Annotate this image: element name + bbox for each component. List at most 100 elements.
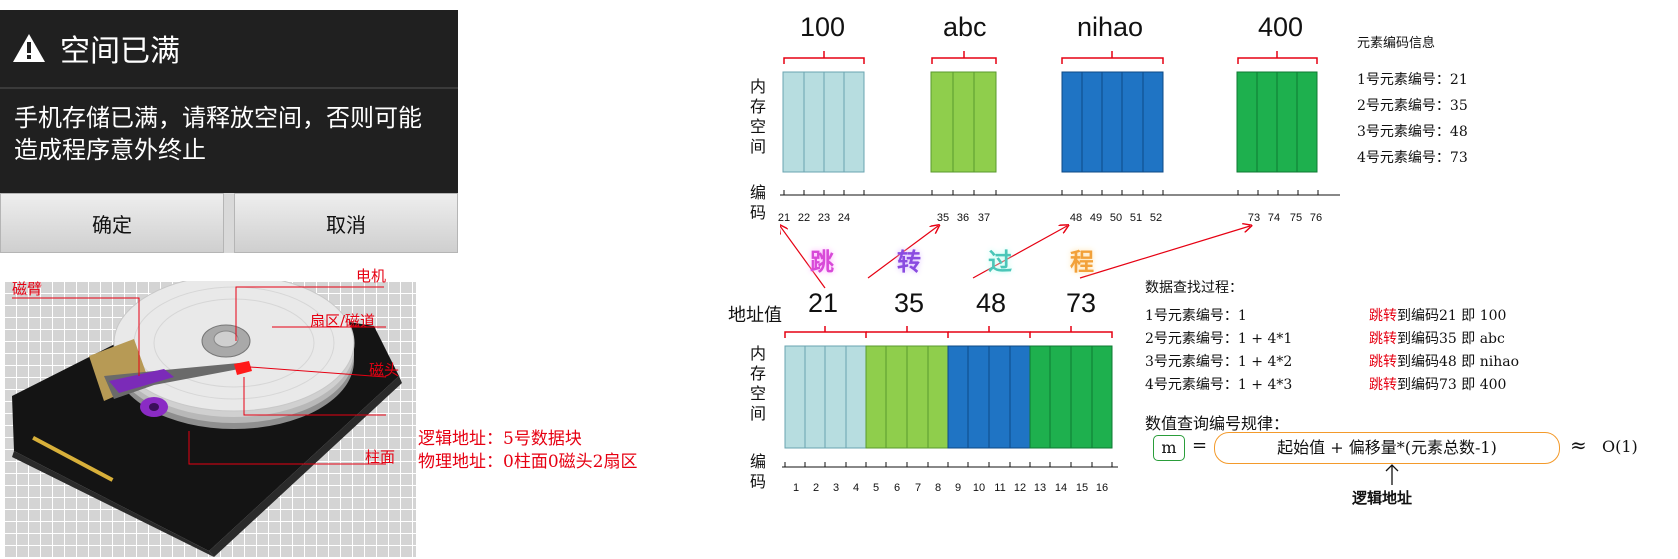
formula-m-box: m xyxy=(1153,435,1185,461)
tick-label: 22 xyxy=(797,212,811,224)
dialog-button-bar: 确定 取消 xyxy=(0,193,458,253)
element-info-line: 3号元素编号：48 xyxy=(1357,124,1468,140)
bottom-memory-axis-label: 内 存 空 间 xyxy=(748,344,768,424)
memory-char: 间 xyxy=(749,137,766,156)
lookup-row-left: 4号元素编号：1 + 4*3 xyxy=(1145,377,1293,393)
tick-label: 7 xyxy=(914,482,922,494)
memory-char: 存 xyxy=(749,364,766,383)
formula-body: 起始值 + 偏移量*(元素总数-1) xyxy=(1214,432,1560,464)
lookup-row-jump: 跳转 xyxy=(1369,377,1397,393)
tick-label: 9 xyxy=(954,482,962,494)
head-label: 磁头 xyxy=(369,361,400,379)
memory-char: 存 xyxy=(749,97,766,116)
top-group-2-block xyxy=(930,71,997,173)
top-group-2-label: abc xyxy=(943,12,987,42)
lookup-row-left: 3号元素编号：1 + 4*2 xyxy=(1145,354,1293,370)
tick-label: 8 xyxy=(934,482,942,494)
top-group-4-label: 400 xyxy=(1258,12,1304,42)
logical-address-label: 逻辑地址：5号数据块 xyxy=(418,429,582,449)
tick-label: 74 xyxy=(1267,212,1281,224)
lookup-title: 数据查找过程： xyxy=(1145,280,1243,296)
up-arrow-icon xyxy=(1385,464,1399,485)
top-memory-axis-label: 内 存 空 间 xyxy=(748,77,768,157)
tick-label: 51 xyxy=(1129,212,1143,224)
lookup-row-left: 1号元素编号：1 xyxy=(1145,308,1247,324)
formula-complexity: O(1) xyxy=(1602,437,1638,456)
cancel-button[interactable]: 取消 xyxy=(234,193,458,253)
tick-label: 37 xyxy=(977,212,991,224)
tick-label: 6 xyxy=(893,482,901,494)
tick-label: 35 xyxy=(936,212,950,224)
dialog-title-row: 空间已满 xyxy=(0,10,458,86)
tick-label: 76 xyxy=(1309,212,1323,224)
bottom-group-2-block xyxy=(865,345,949,449)
tick-label: 5 xyxy=(872,482,880,494)
tick-label: 12 xyxy=(1013,482,1027,494)
hard-disk-image xyxy=(12,281,402,557)
memory-char: 空 xyxy=(749,384,766,403)
memory-char: 内 xyxy=(749,344,766,363)
code-char: 码 xyxy=(749,203,766,222)
tick-label: 24 xyxy=(837,212,851,224)
jump-char: 转 xyxy=(897,247,921,276)
code-char: 编 xyxy=(749,183,766,202)
tick-label: 13 xyxy=(1033,482,1047,494)
lookup-row-jump: 跳转 xyxy=(1369,354,1397,370)
tick-label: 14 xyxy=(1054,482,1068,494)
lookup-row-right: 到编码35 即 abc xyxy=(1397,331,1505,347)
code-char: 编 xyxy=(749,452,766,471)
tick-label: 11 xyxy=(994,482,1006,494)
bottom-code-axis-label: 编 码 xyxy=(748,452,768,492)
physical-address-label: 物理地址：0柱面0磁头2扇区 xyxy=(418,452,638,472)
lookup-row: 3号元素编号：1 + 4*2 跳转到编码48 即 nihao xyxy=(1145,351,1665,374)
bottom-group-1-block xyxy=(784,345,867,449)
lookup-row-right: 到编码21 即 100 xyxy=(1397,308,1507,324)
jump-char: 过 xyxy=(988,247,1012,276)
top-group-4-block xyxy=(1236,71,1318,173)
top-group-1-label: 100 xyxy=(800,12,846,42)
bottom-memory-blocks xyxy=(782,326,1118,468)
tick-label: 73 xyxy=(1247,212,1261,224)
address-value: 21 xyxy=(808,288,839,318)
tick-label: 2 xyxy=(812,482,820,494)
tick-label: 16 xyxy=(1095,482,1109,494)
bottom-group-4-block xyxy=(1029,345,1113,449)
element-info-line: 1号元素编号：21 xyxy=(1357,72,1468,88)
lookup-row: 1号元素编号：1 跳转到编码21 即 100 xyxy=(1145,305,1665,328)
lookup-process-panel: 数据查找过程： 1号元素编号：1 跳转到编码21 即 100 2号元素编号：1 … xyxy=(1145,277,1665,397)
dialog-title: 空间已满 xyxy=(60,34,180,69)
memory-char: 内 xyxy=(749,77,766,96)
dialog-message: 手机存储已满，请释放空间，否则可能造成程序意外终止 xyxy=(14,104,422,164)
tick-label: 48 xyxy=(1069,212,1083,224)
address-value-label: 地址值 xyxy=(728,305,782,326)
formula-title: 数值查询编号规律： xyxy=(1145,414,1290,433)
top-group-1-block xyxy=(782,71,865,173)
element-info-title: 元素编码信息 xyxy=(1357,36,1436,51)
top-group-3-block xyxy=(1061,71,1164,173)
sector-track-label: 扇区/磁道 xyxy=(310,312,376,330)
lookup-row-right: 到编码73 即 400 xyxy=(1397,377,1507,393)
dialog-divider xyxy=(0,87,458,89)
top-memory-blocks xyxy=(780,51,1340,196)
confirm-button[interactable]: 确定 xyxy=(0,193,224,253)
tick-label: 36 xyxy=(956,212,970,224)
tick-label: 15 xyxy=(1075,482,1089,494)
bottom-group-3-block xyxy=(947,345,1031,449)
tick-label: 3 xyxy=(832,482,840,494)
storage-full-dialog: 空间已满 手机存储已满，请释放空间，否则可能造成程序意外终止 确定 取消 xyxy=(0,10,458,253)
lookup-row: 4号元素编号：1 + 4*3 跳转到编码73 即 400 xyxy=(1145,374,1665,397)
tick-label: 10 xyxy=(972,482,986,494)
tick-label: 1 xyxy=(792,482,800,494)
top-group-3-label: nihao xyxy=(1077,12,1144,42)
element-info-panel: 元素编码信息 1号元素编号：21 2号元素编号：35 3号元素编号：48 4号元… xyxy=(1357,32,1468,167)
cylinder-label: 柱面 xyxy=(365,448,396,466)
tick-label: 21 xyxy=(777,212,791,224)
tick-label: 49 xyxy=(1089,212,1103,224)
jump-arrows xyxy=(780,200,1420,289)
tick-label: 50 xyxy=(1109,212,1123,224)
tick-label: 75 xyxy=(1289,212,1303,224)
element-info-line: 4号元素编号：73 xyxy=(1357,150,1468,166)
lookup-row-right: 到编码48 即 nihao xyxy=(1397,354,1520,370)
lookup-row: 2号元素编号：1 + 4*1 跳转到编码35 即 abc xyxy=(1145,328,1665,351)
logical-address-caption: 逻辑地址 xyxy=(1352,489,1413,507)
